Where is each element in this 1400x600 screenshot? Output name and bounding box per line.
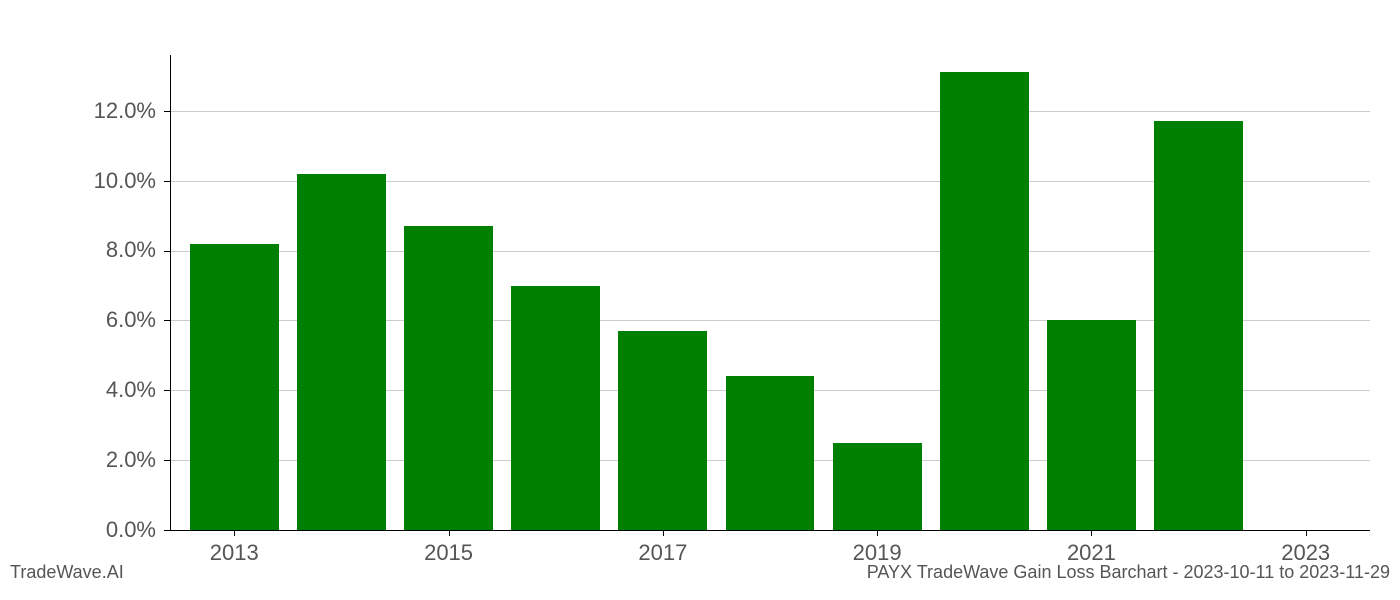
y-tick-label: 10.0% [36,168,156,194]
bar [297,174,386,530]
bar [833,443,922,530]
y-tick-label: 2.0% [36,447,156,473]
x-tick-mark [449,530,450,536]
plot-area: 0.0%2.0%4.0%6.0%8.0%10.0%12.0%2013201520… [170,55,1370,530]
y-tick-label: 6.0% [36,307,156,333]
x-tick-label: 2015 [399,540,499,566]
x-tick-mark [234,530,235,536]
bar [511,286,600,530]
bar [190,244,279,530]
x-tick-mark [663,530,664,536]
footer-left-text: TradeWave.AI [10,562,124,583]
x-tick-label: 2017 [613,540,713,566]
bar [940,72,1029,530]
chart-frame: 0.0% 2.0% 4.0% 6.0% 8.0% 10.0% 12.0% 2013 2015 20… [0,0,1400,600]
y-tick-label: 12.0% [36,98,156,124]
y-tick-label: 4.0% [36,377,156,403]
footer-right-text: PAYX TradeWave Gain Loss Barchart - 2023… [867,562,1390,583]
bar [404,226,493,530]
x-tick-label: 2013 [184,540,284,566]
x-tick-mark [877,530,878,536]
x-tick-mark [1091,530,1092,536]
bar [1154,121,1243,530]
bar [726,376,815,530]
y-tick-label: 8.0% [36,237,156,263]
x-tick-mark [1306,530,1307,536]
x-axis-line [170,530,1370,531]
bar [618,331,707,530]
y-axis-line [170,55,171,530]
y-tick-label: 0.0% [36,517,156,543]
grid-line [170,111,1370,112]
bar [1047,320,1136,530]
